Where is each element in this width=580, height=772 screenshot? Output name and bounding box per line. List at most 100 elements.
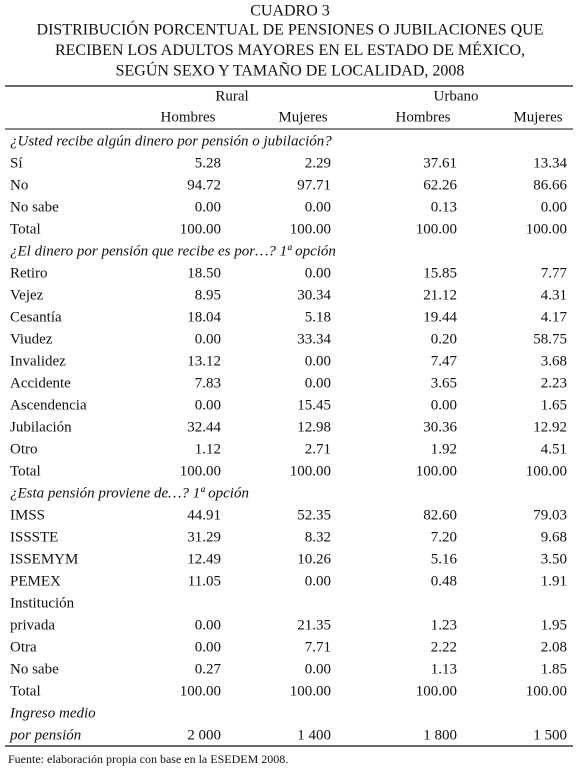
cell-value: 21.35 (297, 617, 331, 633)
cell-value: 18.50 (187, 265, 221, 281)
row-label: No sabe (10, 661, 59, 677)
group-header: Rural (215, 88, 248, 104)
cell-value: 100.00 (526, 683, 567, 699)
cell-value: 2.08 (541, 639, 567, 655)
cell-value: 0.00 (195, 639, 221, 655)
cell-value: 0.00 (305, 573, 331, 589)
row-label: privada (10, 617, 55, 633)
cell-value: 13.12 (187, 353, 221, 369)
row-label: Retiro (10, 265, 48, 281)
cell-value: 11.05 (188, 573, 221, 589)
cell-value: 12.49 (187, 551, 221, 567)
column-header: Hombres (161, 109, 216, 125)
table-number: CUADRO 3 (250, 3, 330, 20)
row-label: Total (10, 463, 41, 479)
row-label: Cesantía (10, 309, 62, 325)
cell-value: 2.23 (541, 375, 567, 391)
cell-value: 0.27 (195, 661, 222, 677)
row-label: Ingreso medio (9, 705, 96, 721)
cell-value: 30.36 (423, 419, 457, 435)
cell-value: 0.00 (305, 199, 331, 215)
cell-value: 12.92 (533, 419, 567, 435)
cell-value: 21.12 (423, 287, 457, 303)
column-header: Mujeres (513, 109, 562, 125)
cell-value: 1.91 (541, 573, 567, 589)
cell-value: 18.04 (187, 309, 221, 325)
cell-value: 58.75 (533, 331, 567, 347)
row-label: Total (10, 221, 41, 237)
section-heading: ¿El dinero por pensión que recibe es por… (10, 243, 336, 259)
cell-value: 100.00 (290, 221, 331, 237)
cell-value: 100.00 (526, 221, 567, 237)
group-header: Urbano (434, 88, 479, 104)
row-label: Accidente (10, 375, 71, 391)
cell-value: 13.34 (533, 155, 567, 171)
row-label: Viudez (10, 331, 53, 347)
row-label: No (10, 177, 28, 193)
cell-value: 37.61 (423, 155, 457, 171)
cell-value: 15.85 (423, 265, 457, 281)
cell-value: 79.03 (533, 507, 567, 523)
cell-value: 0.00 (195, 397, 221, 413)
cell-value: 12.98 (297, 419, 331, 435)
cell-value: 1.92 (431, 441, 457, 457)
cell-value: 7.20 (431, 529, 457, 545)
row-label: Otra (10, 639, 37, 655)
cell-value: 44.91 (187, 507, 221, 523)
cell-value: 31.29 (187, 529, 221, 545)
cell-value: 86.66 (533, 177, 567, 193)
cell-value: 100.00 (180, 221, 221, 237)
cell-value: 0.00 (305, 353, 331, 369)
cell-value: 0.00 (195, 617, 221, 633)
cell-value: 1 400 (297, 727, 331, 743)
cell-value: 15.45 (297, 397, 331, 413)
cell-value: 100.00 (180, 463, 221, 479)
cell-value: 0.00 (195, 331, 221, 347)
row-label: Total (10, 683, 41, 699)
cell-value: 2.29 (305, 155, 331, 171)
cell-value: 1.65 (541, 397, 567, 413)
cell-value: 2.71 (305, 441, 331, 457)
section-heading: ¿Esta pensión proviene de…? 1ª opción (10, 485, 249, 501)
row-label: ISSSTE (10, 529, 58, 545)
table-title: DISTRIBUCIÓN PORCENTUAL DE PENSIONES O J… (37, 20, 544, 39)
cell-value: 1.23 (431, 617, 457, 633)
cell-value: 97.71 (297, 177, 331, 193)
cell-value: 7.47 (431, 353, 458, 369)
cell-value: 8.95 (195, 287, 221, 303)
cell-value: 1 500 (533, 727, 567, 743)
cell-value: 100.00 (416, 463, 457, 479)
cell-value: 1 800 (423, 727, 457, 743)
cell-value: 2.22 (431, 639, 457, 655)
cell-value: 8.32 (305, 529, 331, 545)
table-title: RECIBEN LOS ADULTOS MAYORES EN EL ESTADO… (55, 40, 525, 59)
row-label: IMSS (10, 507, 45, 523)
cell-value: 2 000 (187, 727, 221, 743)
row-label: Invalidez (10, 353, 66, 369)
cell-value: 19.44 (423, 309, 457, 325)
cell-value: 4.17 (541, 309, 568, 325)
cell-value: 0.48 (431, 573, 457, 589)
cell-value: 94.72 (187, 177, 221, 193)
row-label: Vejez (10, 287, 44, 303)
table-title: SEGÚN SEXO Y TAMAÑO DE LOCALIDAD, 2008 (116, 61, 465, 80)
column-header: Mujeres (278, 109, 327, 125)
cell-value: 0.00 (195, 199, 221, 215)
cell-value: 100.00 (180, 683, 221, 699)
row-label: Ascendencia (10, 397, 87, 413)
cell-value: 0.20 (431, 331, 457, 347)
cell-value: 1.85 (541, 661, 567, 677)
cell-value: 7.77 (541, 265, 568, 281)
cell-value: 5.16 (431, 551, 458, 567)
cell-value: 0.00 (541, 199, 567, 215)
row-label: No sabe (10, 199, 59, 215)
cell-value: 0.13 (431, 199, 457, 215)
cell-value: 82.60 (423, 507, 457, 523)
cell-value: 1.12 (195, 441, 221, 457)
cell-value: 1.95 (541, 617, 567, 633)
row-label: PEMEX (10, 573, 61, 589)
cell-value: 4.31 (541, 287, 567, 303)
cell-value: 30.34 (297, 287, 331, 303)
cell-value: 52.35 (297, 507, 331, 523)
